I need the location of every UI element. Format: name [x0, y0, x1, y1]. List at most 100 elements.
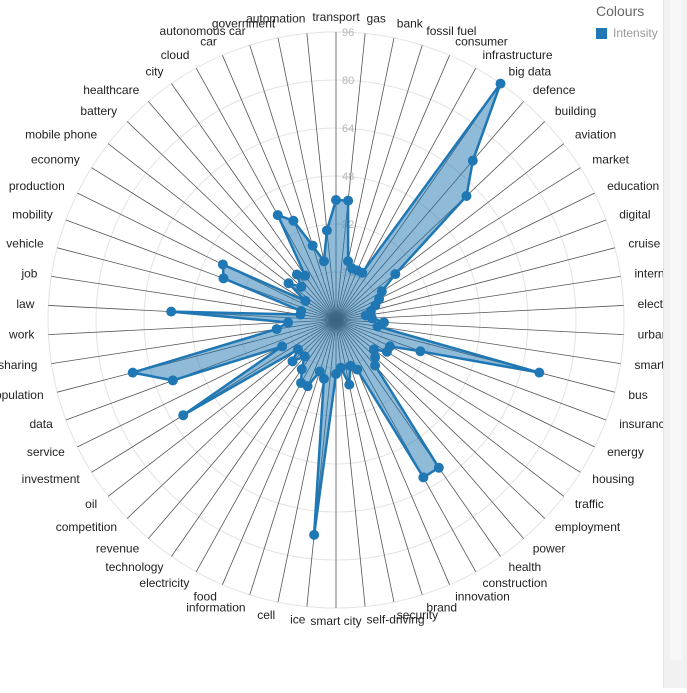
axis-label-18: bus: [628, 388, 647, 402]
data-point-50: [218, 273, 229, 284]
axis-label-16: urbanisation: [638, 327, 664, 341]
radar-plot: 163248648096transportgasbankfossil fuelc…: [0, 10, 687, 628]
axis-label-12: digital: [619, 207, 650, 221]
axis-label-37: technology: [105, 560, 163, 574]
spoke-13: [335, 247, 615, 321]
data-point-24: [370, 360, 381, 371]
spoke-52: [91, 167, 337, 321]
data-point-32: [309, 529, 320, 540]
axis-label-1: gas: [367, 12, 386, 26]
data-point-39: [287, 356, 298, 367]
legend-item-intensity[interactable]: Intensity: [596, 26, 658, 40]
axis-label-30: self-driving: [367, 613, 425, 627]
axis-label-32: ice: [290, 613, 306, 627]
axis-label-40: oil: [85, 497, 97, 511]
data-point-57: [272, 210, 283, 221]
data-point-56: [300, 270, 311, 281]
axis-label-46: work: [8, 327, 35, 341]
axis-label-28: brand: [426, 600, 457, 614]
data-point-9: [390, 269, 401, 280]
data-point-55: [291, 269, 302, 280]
data-point-53: [283, 278, 294, 289]
legend-swatch: [596, 27, 607, 39]
data-point-40: [293, 344, 304, 355]
axis-label-57: cloud: [161, 48, 190, 62]
data-point-18: [534, 367, 545, 378]
tick-label-4: 80: [342, 75, 354, 87]
data-point-41: [178, 410, 189, 421]
axis-label-39: competition: [56, 520, 117, 534]
data-point-28: [345, 360, 356, 371]
axis-label-45: car sharing: [0, 358, 37, 372]
axis-label-15: electronics: [638, 297, 664, 311]
axis-label-61: automation: [246, 12, 305, 26]
axis-label-3: fossil fuel: [426, 24, 476, 38]
axis-label-56: city: [145, 64, 163, 78]
tick-label-2: 48: [342, 171, 354, 183]
axis-label-21: housing: [592, 472, 634, 486]
vertical-scrollbar[interactable]: [663, 0, 687, 688]
axis-label-9: aviation: [575, 127, 616, 141]
data-point-19: [415, 346, 426, 357]
axis-label-50: mobility: [12, 207, 53, 221]
data-point-44: [127, 367, 138, 378]
data-point-23: [370, 352, 381, 363]
axis-label-35: food: [194, 590, 217, 604]
axis-label-47: law: [16, 297, 34, 311]
radar-chart: 163248648096transportgasbankfossil fuelc…: [0, 10, 687, 628]
axis-label-49: vehicle: [6, 236, 44, 250]
axis-label-22: traffic: [575, 497, 604, 511]
tick-label-3: 64: [342, 123, 354, 135]
axis-label-7: defence: [533, 83, 576, 97]
axis-label-31: smart city: [310, 614, 361, 628]
axis-label-48: job: [20, 266, 37, 280]
axis-label-60: government: [212, 16, 276, 30]
axis-label-54: battery: [80, 104, 117, 118]
axis-label-4: consumer: [455, 35, 508, 49]
axis-label-25: health: [509, 560, 542, 574]
data-point-8: [461, 190, 472, 201]
data-point-54: [296, 281, 307, 292]
axis-label-36: electricity: [139, 576, 189, 590]
data-point-33: [318, 373, 329, 384]
axis-label-20: energy: [607, 445, 644, 459]
data-point-5: [357, 267, 368, 278]
data-point-37: [296, 364, 307, 375]
data-point-43: [167, 375, 178, 386]
axis-label-8: building: [555, 104, 596, 118]
axis-label-59: autonomous car: [160, 24, 246, 38]
data-point-29: [344, 379, 355, 390]
data-point-2: [343, 256, 354, 267]
data-point-52: [300, 295, 311, 306]
axis-label-51: production: [9, 179, 65, 193]
axis-label-34: information: [186, 600, 245, 614]
data-point-34: [314, 366, 325, 377]
axis-label-0: transport: [312, 10, 360, 24]
axis-label-13: cruise missile: [628, 236, 664, 250]
axis-label-10: market: [592, 152, 629, 166]
scrollbar-thumb[interactable]: [670, 0, 682, 660]
legend-title: Colours: [596, 3, 645, 19]
axis-label-44: population: [0, 388, 44, 402]
data-point-46: [283, 317, 294, 328]
axis-label-17: smartphone: [635, 358, 664, 372]
tick-label-5: 96: [342, 27, 354, 39]
axis-label-33: cell: [257, 608, 275, 622]
data-point-1: [343, 195, 354, 206]
data-point-17: [372, 321, 383, 332]
data-point-47: [166, 306, 177, 317]
axis-label-2: bank: [397, 16, 424, 30]
axis-label-42: service: [27, 445, 65, 459]
axis-label-14: internet of things: [635, 266, 664, 280]
data-point-51: [217, 259, 228, 270]
axis-label-43: data: [29, 417, 53, 431]
axis-label-41: investment: [22, 472, 81, 486]
legend-label: Intensity: [613, 26, 658, 40]
data-point-6: [495, 78, 506, 89]
spoke-49: [57, 247, 337, 321]
data-point-7: [467, 155, 478, 166]
data-point-22: [368, 344, 379, 355]
axis-label-6: big data: [509, 64, 552, 78]
legend: Colours Intensity: [596, 3, 658, 40]
